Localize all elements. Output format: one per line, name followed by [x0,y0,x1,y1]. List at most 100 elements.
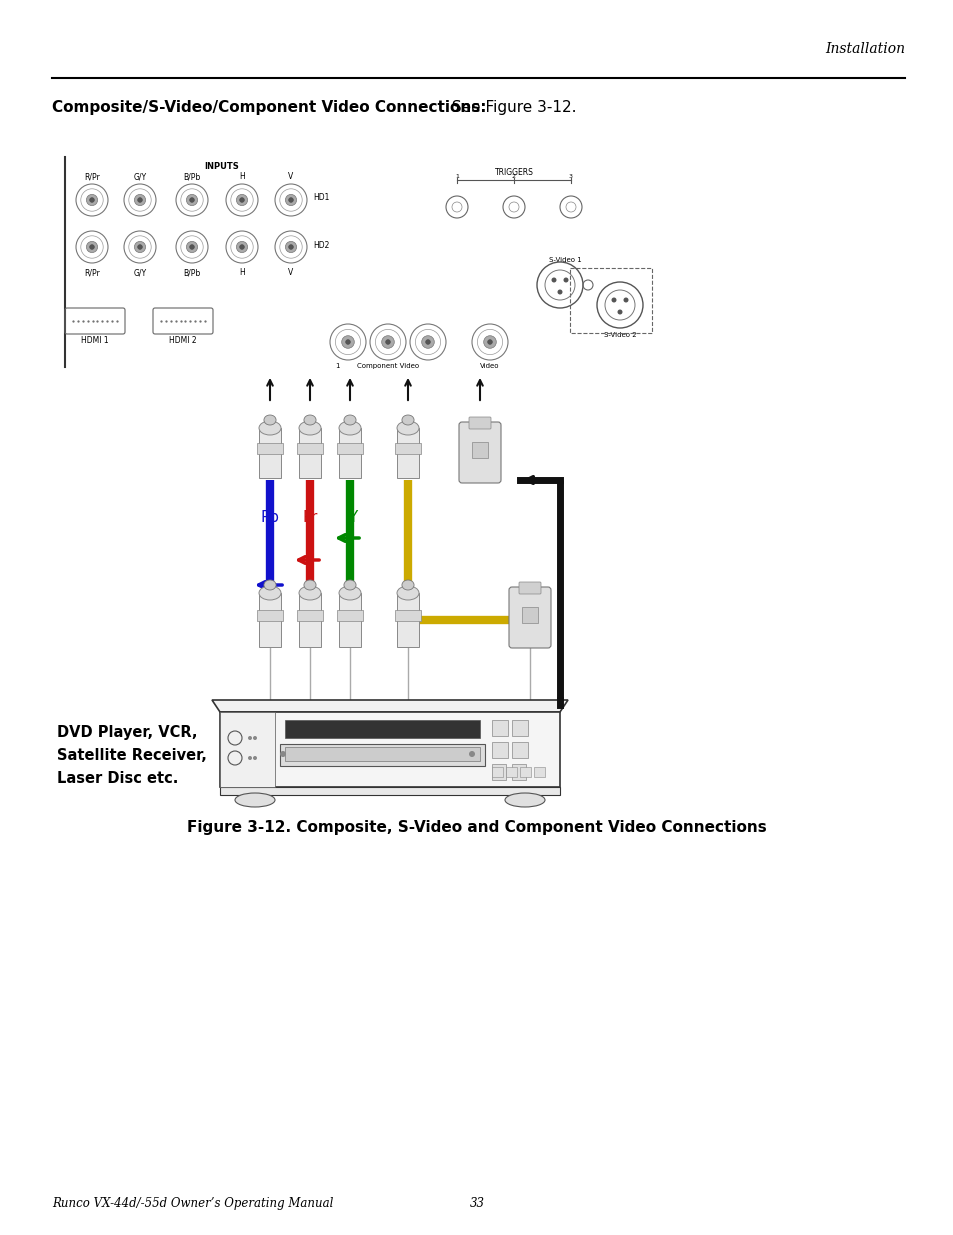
Text: INPUTS: INPUTS [204,162,239,170]
Circle shape [236,241,248,253]
Bar [472,442,488,458]
Text: Y: Y [348,510,357,525]
Circle shape [190,198,194,203]
Circle shape [289,245,294,249]
Text: Composite/S-Video/Component Video Connections:: Composite/S-Video/Component Video Connec… [52,100,486,115]
Text: See Figure 3-12.: See Figure 3-12. [447,100,576,115]
Bar [338,429,360,478]
Circle shape [186,241,197,253]
Text: Figure 3-12. Composite, S-Video and Component Video Connections: Figure 3-12. Composite, S-Video and Comp… [187,820,766,835]
Circle shape [90,198,94,203]
Ellipse shape [304,580,315,590]
Ellipse shape [298,585,320,600]
Bar [296,443,323,454]
Ellipse shape [258,585,281,600]
Text: Satellite Receiver,: Satellite Receiver, [57,748,207,763]
Circle shape [253,736,256,740]
Text: TRIGGERS: TRIGGERS [494,168,533,177]
Bar [298,593,320,647]
Circle shape [425,340,430,345]
Text: H: H [239,172,245,182]
FancyBboxPatch shape [469,417,491,429]
Bar [285,720,479,739]
Text: 33: 33 [469,1197,484,1210]
Text: Pb: Pb [260,510,279,525]
Text: 2: 2 [512,174,516,179]
Bar [395,610,420,621]
Bar [258,429,281,478]
Circle shape [381,336,394,348]
Bar [396,429,418,478]
Ellipse shape [344,580,355,590]
Text: HDMI 1: HDMI 1 [81,336,109,345]
Circle shape [341,336,354,348]
Ellipse shape [396,585,418,600]
Ellipse shape [401,580,414,590]
Ellipse shape [298,421,320,435]
Bar [534,767,544,777]
Ellipse shape [338,421,360,435]
Bar [519,767,531,777]
Text: R/Pr: R/Pr [84,268,100,277]
Circle shape [421,336,434,348]
Circle shape [239,198,244,203]
Text: Installation: Installation [824,42,904,56]
Text: HD1: HD1 [313,194,329,203]
Bar [492,767,502,777]
Circle shape [551,278,556,283]
Text: R/Pr: R/Pr [84,172,100,182]
Bar [512,720,527,736]
FancyBboxPatch shape [509,587,551,648]
Text: DVD Player, VCR,: DVD Player, VCR, [57,725,197,740]
Text: HDMI 2: HDMI 2 [169,336,196,345]
Ellipse shape [258,421,281,435]
Circle shape [285,241,296,253]
Text: B/Pb: B/Pb [183,268,200,277]
Bar [296,610,323,621]
Circle shape [239,245,244,249]
Text: HD2: HD2 [313,241,329,249]
Ellipse shape [401,415,414,425]
Bar [492,720,507,736]
FancyBboxPatch shape [458,422,500,483]
Circle shape [623,298,628,303]
Bar [512,764,525,781]
Bar [512,742,527,758]
Circle shape [236,194,248,205]
Text: Laser Disc etc.: Laser Disc etc. [57,771,178,785]
Circle shape [617,310,622,315]
Text: S-Video 2: S-Video 2 [603,332,636,338]
Circle shape [87,241,97,253]
Ellipse shape [504,793,544,806]
Text: 1: 1 [335,363,339,369]
Text: V: V [288,172,294,182]
Ellipse shape [264,580,275,590]
Text: B/Pb: B/Pb [183,172,200,182]
Bar [220,713,274,787]
Ellipse shape [264,415,275,425]
Circle shape [253,756,256,760]
Text: H: H [239,268,245,277]
Text: S-Video 1: S-Video 1 [548,257,580,263]
Bar [505,767,517,777]
Circle shape [190,245,194,249]
Bar [298,429,320,478]
Circle shape [289,198,294,203]
Bar [338,593,360,647]
Circle shape [137,245,142,249]
Text: V: V [288,268,294,277]
Circle shape [483,336,496,348]
Circle shape [611,298,616,303]
Bar [395,443,420,454]
Ellipse shape [304,415,315,425]
Circle shape [563,278,568,283]
Bar [256,443,283,454]
Circle shape [280,751,286,757]
Text: G/Y: G/Y [133,172,147,182]
Circle shape [134,241,146,253]
Polygon shape [212,700,567,713]
Circle shape [557,289,562,294]
Circle shape [345,340,350,345]
Circle shape [469,751,475,757]
Circle shape [90,245,94,249]
